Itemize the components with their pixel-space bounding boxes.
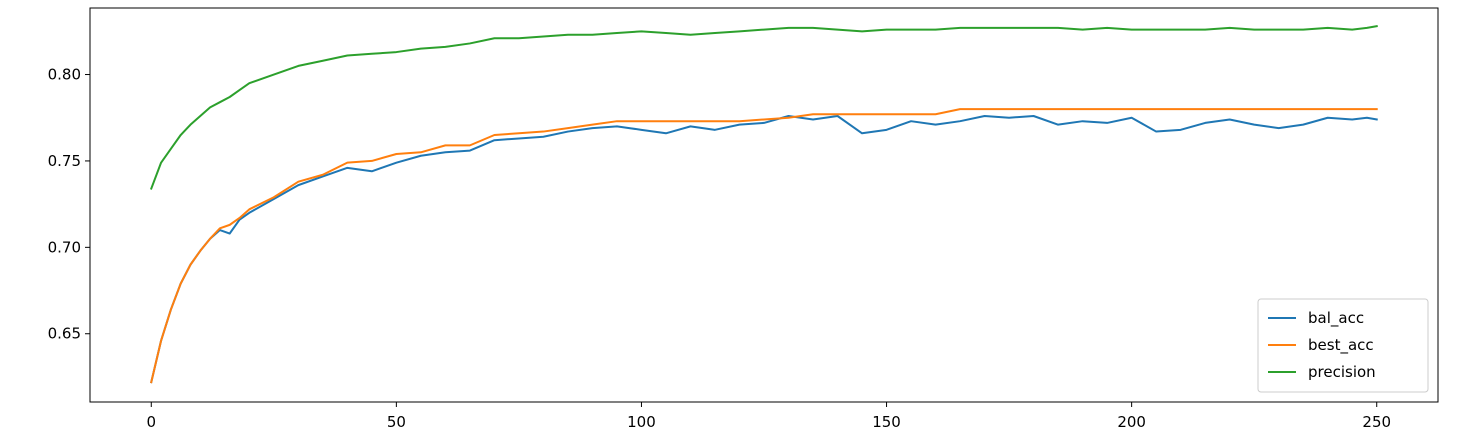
x-tick-label: 250 (1362, 413, 1391, 431)
legend-label-best-acc: best_acc (1308, 336, 1374, 355)
series-layer (149, 24, 1378, 384)
y-tick-label: 0.65 (48, 325, 81, 343)
y-axis: 0.65 0.70 0.75 0.80 (48, 66, 90, 343)
y-tick-label: 0.70 (48, 238, 81, 256)
x-tick-label: 150 (872, 413, 901, 431)
y-tick-label: 0.75 (48, 152, 81, 170)
series-line-best-acc (150, 108, 1378, 384)
x-tick-label: 50 (387, 413, 406, 431)
series-line-bal-acc (150, 115, 1378, 384)
legend: bal_acc best_acc precision (1257, 298, 1429, 393)
legend-box (1257, 298, 1429, 393)
y-tick-label: 0.80 (48, 66, 81, 84)
x-tick-label: 100 (627, 413, 656, 431)
x-tick-label: 0 (146, 413, 156, 431)
series-line-precision (149, 24, 1378, 190)
x-tick-label: 200 (1117, 413, 1146, 431)
legend-label-bal-acc: bal_acc (1308, 309, 1364, 328)
plot-frame (89, 7, 1439, 403)
x-axis: 0 50 100 150 200 250 (146, 402, 1391, 431)
legend-label-precision: precision (1308, 363, 1376, 381)
